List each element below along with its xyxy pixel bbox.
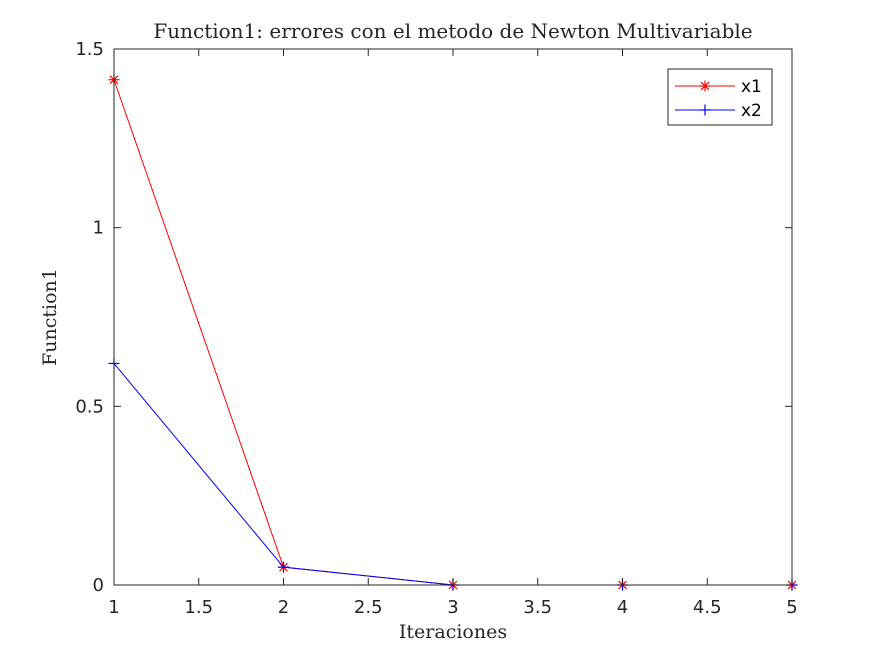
y-tick-label: 0 (93, 575, 104, 596)
y-tick-label: 0.5 (75, 396, 104, 417)
x-tick-label: 1.5 (184, 597, 213, 618)
x-tick-label: 5 (786, 597, 797, 618)
x-tick-label: 3 (447, 597, 458, 618)
legend-marker-x2 (699, 104, 711, 116)
data-point-x2 (278, 561, 289, 573)
x-tick-label: 2 (278, 597, 289, 618)
x-tick-label: 3.5 (523, 597, 552, 618)
y-tick-label: 1.5 (75, 39, 104, 60)
plot-area (114, 49, 792, 585)
tick-layer: 1 1.5 2 2.5 3 3.5 4 4.5 5 0 0.5 1 1.5 (75, 39, 797, 618)
x-tick-label: 1 (108, 597, 119, 618)
x-axis-label: Iteraciones (399, 621, 507, 643)
chart-title: Function1: errores con el metodo de Newt… (153, 19, 752, 43)
legend-box (667, 68, 773, 126)
y-axis-label: Function1 (39, 268, 61, 366)
legend-entry-x2: x2 (675, 101, 762, 121)
legend-label-x2: x2 (741, 101, 762, 121)
x-tick-label: 4.5 (693, 597, 722, 618)
marker-stroke (700, 81, 710, 91)
legend-marker-x1 (699, 80, 711, 92)
x-tick-label: 2.5 (354, 597, 383, 618)
legend-label-x1: x1 (741, 77, 762, 97)
x-tick-label: 4 (617, 597, 628, 618)
y-tick-label: 1 (93, 218, 104, 239)
legend-entry-x1: x1 (675, 77, 762, 97)
